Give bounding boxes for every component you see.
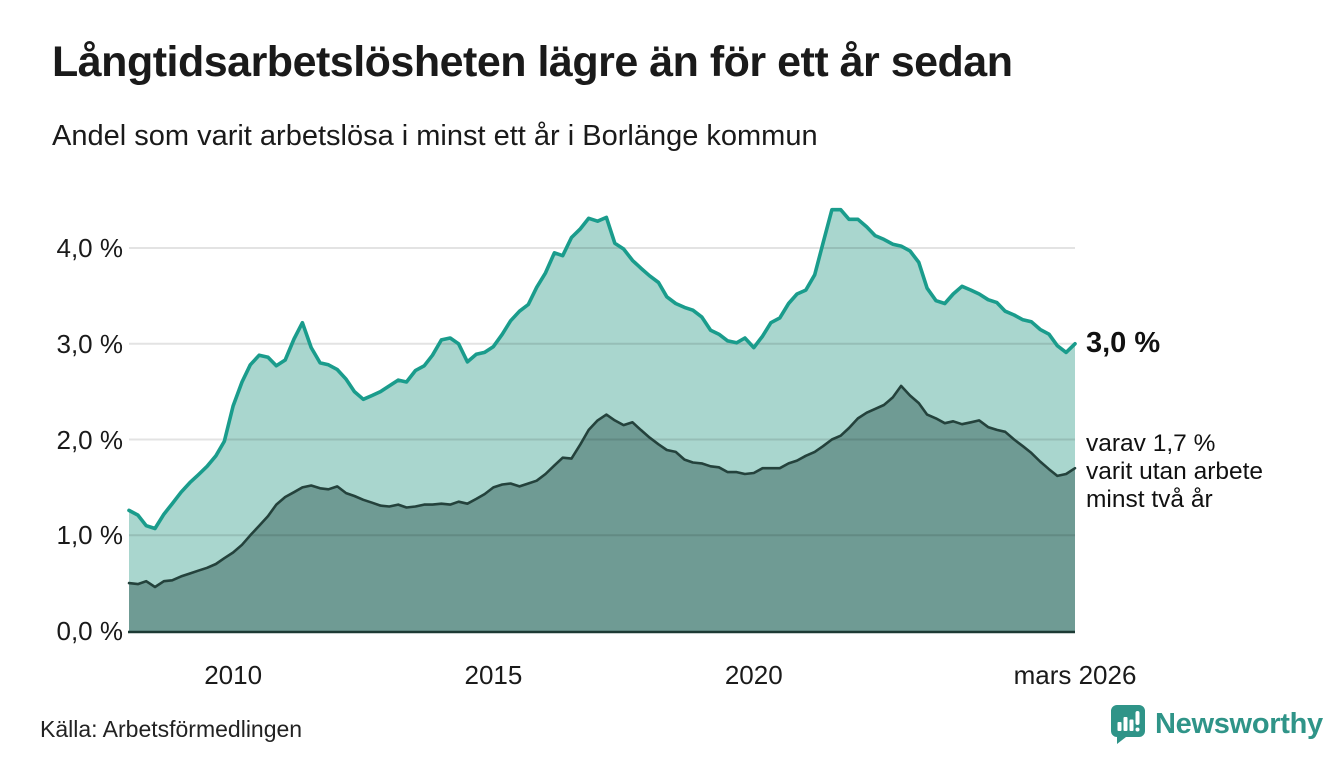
series-line-0 (127, 207, 1077, 531)
y-tick-label: 0,0 % (56, 616, 124, 646)
y-tick-label: 3,0 % (56, 328, 124, 359)
annotation-line-3: minst två år (1086, 486, 1213, 513)
x-tick-label: 2015 (464, 660, 523, 690)
annotation-line-1: varav 1,7 % (1086, 430, 1216, 457)
newsworthy-wordmark: Newsworthy (1155, 708, 1323, 740)
x-tick-label: 2020 (724, 660, 783, 690)
x-tick-label: mars 2026 (1013, 660, 1137, 690)
newsworthy-icon (1111, 705, 1145, 744)
x-tick-label: 2010 (204, 660, 263, 690)
newsworthy-logo: Newsworthy (1110, 704, 1323, 745)
page-title: Långtidsarbetslösheten lägre än för ett … (52, 38, 1013, 86)
series2-end-annotation: varav 1,7 % varit utan arbete minst två … (1086, 430, 1263, 514)
y-tick-label: 4,0 % (56, 233, 124, 263)
y-tick-label: 2,0 % (56, 424, 124, 455)
chart-subtitle: Andel som varit arbetslösa i minst ett å… (52, 120, 818, 152)
series-line-1 (127, 384, 1077, 589)
source-note: Källa: Arbetsförmedlingen (40, 716, 303, 742)
series-area-1 (129, 385, 1075, 631)
series-end-value-label: 3,0 % (1086, 327, 1161, 359)
y-tick-label: 1,0 % (56, 520, 124, 551)
annotation-line-2: varit utan arbete (1086, 458, 1264, 485)
